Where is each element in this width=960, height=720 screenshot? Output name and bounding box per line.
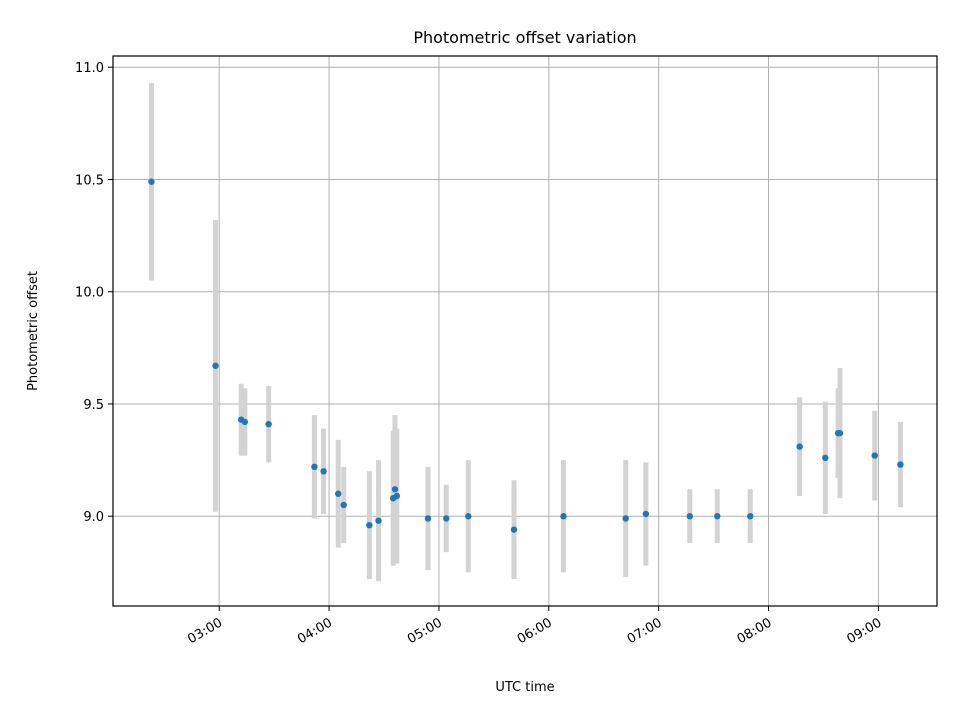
y-tick-label: 9.5 (83, 398, 104, 413)
data-point (391, 486, 399, 493)
data-point (465, 513, 472, 520)
data-point (836, 429, 844, 437)
data-points (148, 178, 904, 533)
y-axis-label: Photometric offset (26, 271, 41, 391)
chart-title: Photometric offset variation (413, 28, 636, 47)
data-point (560, 513, 567, 520)
data-point (335, 490, 342, 497)
data-point (241, 418, 249, 426)
data-point (424, 515, 432, 522)
data-point (714, 513, 721, 520)
data-point (822, 454, 829, 462)
y-tick-label: 9.0 (83, 510, 104, 525)
y-tick-label: 11.0 (75, 61, 104, 76)
y-axis-ticks: 9.0 9.5 10.0 10.5 11.0 (75, 61, 113, 525)
data-point (375, 517, 382, 524)
x-axis-label: UTC time (495, 680, 554, 695)
data-point (340, 501, 347, 509)
data-point (642, 510, 650, 518)
data-point (366, 521, 373, 529)
data-point (510, 526, 518, 533)
data-point (796, 443, 803, 450)
grid (113, 56, 937, 606)
data-point (897, 461, 904, 468)
y-tick-label: 10.0 (75, 286, 104, 301)
data-point (212, 362, 219, 369)
data-point (311, 463, 318, 471)
data-point (393, 492, 401, 500)
data-point (265, 420, 272, 428)
data-point (148, 178, 155, 185)
data-point (747, 513, 754, 520)
data-point (686, 513, 693, 520)
data-point (871, 452, 878, 459)
data-point (443, 515, 450, 522)
data-point (320, 468, 327, 475)
y-tick-label: 10.5 (75, 173, 104, 188)
plot-area-frame (112, 55, 938, 607)
data-point (622, 515, 629, 522)
